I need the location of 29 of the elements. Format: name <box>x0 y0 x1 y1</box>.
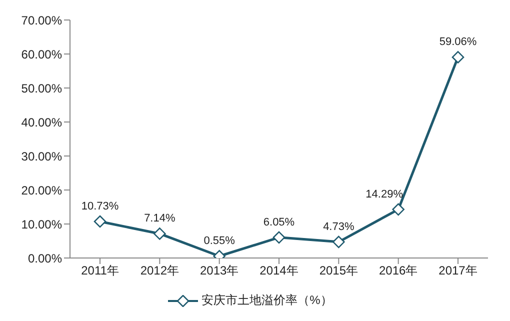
data-label: 4.73% <box>323 220 354 233</box>
data-label: 14.29% <box>366 188 404 200</box>
y-tick-label: 0.00% <box>28 251 62 266</box>
point <box>272 231 286 244</box>
x-tick-label: 2014年 <box>260 264 298 278</box>
data-label: 10.73% <box>81 200 119 213</box>
data-label: 0.55% <box>204 235 236 248</box>
x-tick-label: 2011年 <box>81 264 119 278</box>
x-tick-label: 2015年 <box>319 264 358 278</box>
x-tick-label: 2016年 <box>378 264 418 278</box>
legend-label: 安庆市土地溢价率（%） <box>202 292 332 309</box>
data-label: 7.14% <box>144 212 176 225</box>
x-tick-label: 2012年 <box>140 264 180 278</box>
data-label: 59.06% <box>439 36 477 48</box>
point <box>154 228 166 240</box>
x-tick-label: 2017年 <box>438 264 478 278</box>
y-tick-label: 20.00% <box>21 183 62 198</box>
data-label: 6.05% <box>263 216 295 228</box>
y-tick-label: 10.00% <box>21 217 62 232</box>
point <box>332 236 345 248</box>
x-tick-label: 2013年 <box>200 264 239 278</box>
y-tick-label: 50.00% <box>21 81 62 96</box>
y-tick-label: 30.00% <box>21 149 62 164</box>
point <box>392 203 404 216</box>
y-tick-label: 60.00% <box>21 47 62 62</box>
y-tick-label: 40.00% <box>21 115 62 130</box>
point <box>94 215 106 228</box>
point <box>452 51 464 64</box>
y-tick-label: 70.00% <box>21 13 62 28</box>
